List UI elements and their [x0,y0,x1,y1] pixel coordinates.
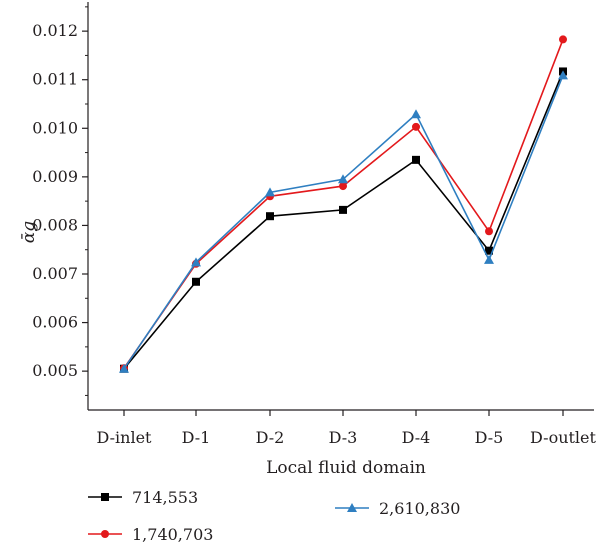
data-point [558,70,568,80]
series-1 [120,67,567,373]
data-point [412,122,420,131]
x-tick-label: D-inlet [97,428,153,447]
x-tick-label: D-3 [329,428,358,447]
data-point [339,205,347,214]
data-point [338,174,348,184]
y-axis-title: ᾱg [19,221,39,243]
x-tick-label: D-5 [475,428,504,447]
y-tick-label: 0.008 [32,215,78,234]
data-point [191,257,201,267]
y-tick-label: 0.005 [32,361,78,380]
data-point [411,109,421,119]
y-tick-label: 0.007 [32,264,78,283]
data-point [485,246,493,255]
series-layer [119,35,568,373]
legend-label: 1,740,703 [132,525,213,543]
y-tick-label: 0.006 [32,313,78,332]
series-line [123,39,564,369]
legend-item: 714,553 [88,488,198,507]
legend-item: 1,740,703 [88,525,213,544]
data-point [412,155,420,164]
series-2 [120,35,567,373]
y-tick-label: 0.012 [32,21,78,40]
legend-marker [101,493,109,501]
data-point [559,35,567,44]
x-tick-label: D-2 [256,428,285,447]
legend-label: 714,553 [132,488,198,507]
data-point [119,363,129,373]
x-tick-label: D-1 [182,428,211,447]
axes: 0.005 0.006 0.007 0.008 0.009 0.010 0.011 0.012… [32,2,597,447]
y-tick-label: 0.009 [32,167,78,186]
legend-marker [101,530,109,538]
data-point [192,277,200,286]
legend: 714,553 1,740,703 2,610,830 [88,488,460,544]
legend-marker [347,503,357,512]
series-line [123,71,564,370]
x-axis-title: Local fluid domain [266,458,426,478]
series-3 [119,70,568,373]
y-tick-label: 0.011 [32,70,78,89]
data-point [339,182,347,191]
data-point [485,227,493,236]
legend-label: 2,610,830 [379,499,460,518]
data-point [484,254,494,264]
x-tick-label: D-outlet [530,428,596,447]
legend-item: 2,610,830 [335,499,460,518]
data-point [266,212,274,221]
data-point [265,187,275,197]
x-tick-label: D-4 [402,428,431,447]
y-tick-label: 0.010 [32,118,78,137]
series-line [123,75,564,370]
